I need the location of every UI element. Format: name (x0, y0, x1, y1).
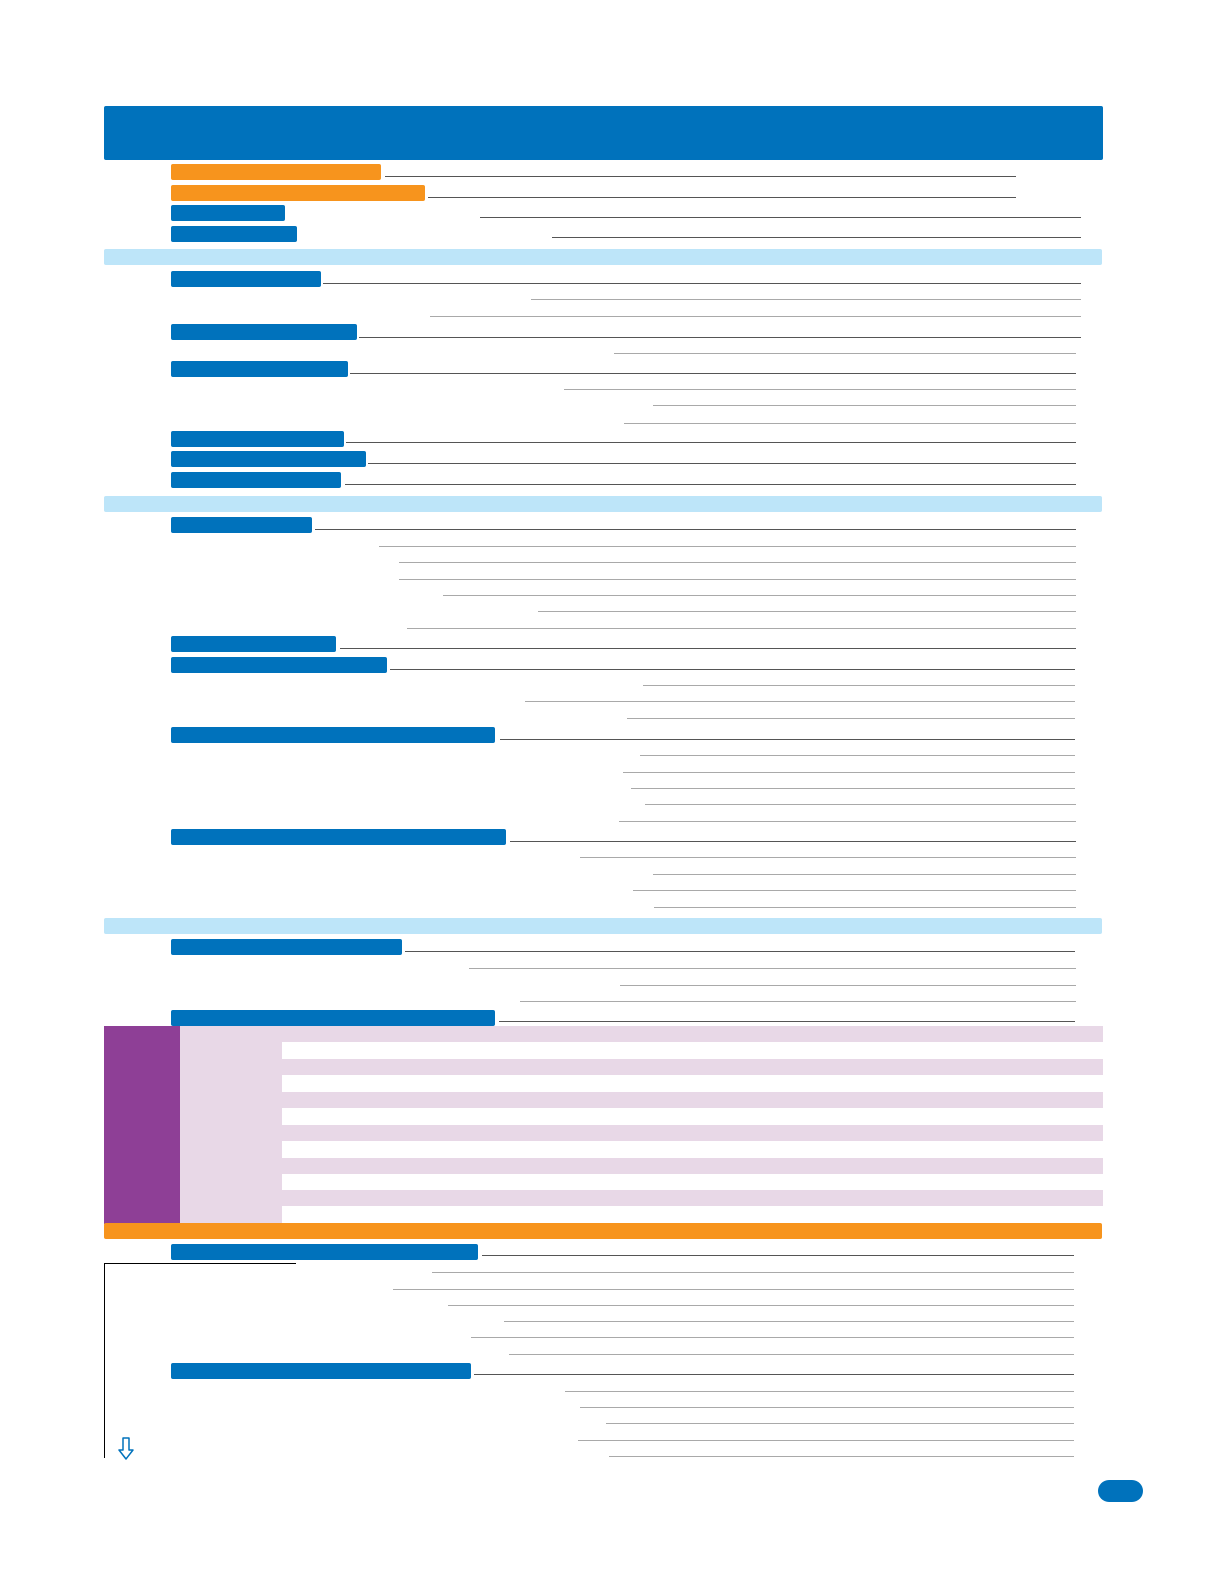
entry-rule (510, 841, 1076, 842)
entry-tab (171, 361, 348, 377)
section-band (104, 249, 1102, 265)
entry-rule (340, 648, 1076, 649)
entry-tab (171, 727, 495, 743)
sub-entry-rule (531, 299, 1081, 300)
table-row-stripe (282, 1190, 1103, 1206)
sub-entry-rule (565, 1391, 1074, 1392)
table-row-stripe (282, 1059, 1103, 1075)
entry-rule (428, 197, 1016, 198)
entry-rule (385, 176, 1016, 177)
entry-rule (368, 463, 1076, 464)
entry-tab (171, 451, 366, 467)
sub-entry-rule (393, 1289, 1074, 1290)
bracket-line (104, 1263, 105, 1458)
entry-tab (171, 205, 285, 221)
entry-tab (171, 636, 336, 652)
sub-entry-rule (399, 579, 1076, 580)
sub-entry-rule (614, 353, 1076, 354)
entry-tab (171, 829, 506, 845)
sub-entry-rule (443, 595, 1076, 596)
sub-entry-rule (407, 628, 1076, 629)
sub-entry-rule (653, 405, 1076, 406)
entry-tab (171, 226, 297, 242)
section-band (104, 496, 1102, 512)
table-label-column (180, 1026, 282, 1224)
entry-rule (405, 951, 1075, 952)
bracket-line (104, 1263, 296, 1264)
sub-entry-rule (640, 755, 1075, 756)
sub-entry-rule (654, 907, 1076, 908)
entry-rule (499, 1021, 1075, 1022)
sub-entry-rule (520, 1001, 1076, 1002)
entry-rule (500, 739, 1075, 740)
down-arrow-icon (117, 1437, 135, 1461)
sub-entry-rule (379, 546, 1076, 547)
sub-entry-rule (564, 389, 1076, 390)
entry-rule (359, 337, 1081, 338)
sub-entry-rule (469, 968, 1076, 969)
entry-tab (171, 431, 344, 447)
entry-tab (171, 939, 402, 955)
table-row-stripe (282, 1158, 1103, 1174)
entry-tab (171, 517, 312, 533)
section-band-orange (104, 1223, 1102, 1239)
sub-entry-rule (538, 611, 1076, 612)
entry-rule (323, 283, 1081, 284)
entry-rule (315, 529, 1076, 530)
sub-entry-rule (580, 857, 1076, 858)
sub-entry-rule (623, 772, 1075, 773)
sub-entry-rule (606, 1423, 1074, 1424)
table-row-stripe (282, 1092, 1103, 1108)
sub-entry-rule (627, 718, 1075, 719)
sub-entry-rule (471, 1337, 1074, 1338)
entry-tab (171, 472, 341, 488)
sub-entry-rule (653, 874, 1076, 875)
sub-entry-rule (619, 821, 1076, 822)
sub-entry-rule (525, 701, 1075, 702)
entry-rule (474, 1374, 1074, 1375)
entry-rule (482, 1255, 1074, 1256)
entry-tab (171, 657, 387, 673)
table-row-stripe (282, 1125, 1103, 1141)
sub-entry-rule (643, 685, 1075, 686)
entry-tab (171, 324, 357, 340)
entry-rule (346, 442, 1076, 443)
table-row-stripe (282, 1026, 1103, 1042)
sub-entry-rule (580, 1407, 1074, 1408)
sub-entry-rule (504, 1321, 1074, 1322)
entry-rule (552, 237, 1081, 238)
entry-tab (171, 1363, 471, 1379)
sub-entry-rule (624, 423, 1076, 424)
sub-entry-rule (432, 1272, 1074, 1273)
entry-rule (480, 217, 1081, 218)
sub-entry-rule (645, 804, 1076, 805)
sub-entry-rule (631, 788, 1075, 789)
sub-entry-rule (509, 1354, 1074, 1355)
sub-entry-rule (430, 316, 1081, 317)
highlight-tab (171, 164, 381, 180)
sub-entry-rule (448, 1305, 1074, 1306)
sidebar-block (104, 1026, 180, 1224)
entry-tab (171, 271, 321, 287)
entry-rule (345, 484, 1076, 485)
highlight-tab (171, 185, 425, 201)
header-banner (104, 106, 1103, 160)
entry-tab (171, 1244, 478, 1260)
sub-entry-rule (609, 1456, 1074, 1457)
page-number-badge (1098, 1480, 1143, 1502)
sub-entry-rule (399, 562, 1076, 563)
entry-rule (390, 669, 1075, 670)
sub-entry-rule (633, 890, 1076, 891)
section-band (104, 918, 1102, 934)
sub-entry-rule (578, 1440, 1074, 1441)
entry-rule (350, 373, 1076, 374)
sub-entry-rule (620, 985, 1076, 986)
entry-tab (171, 1010, 495, 1026)
